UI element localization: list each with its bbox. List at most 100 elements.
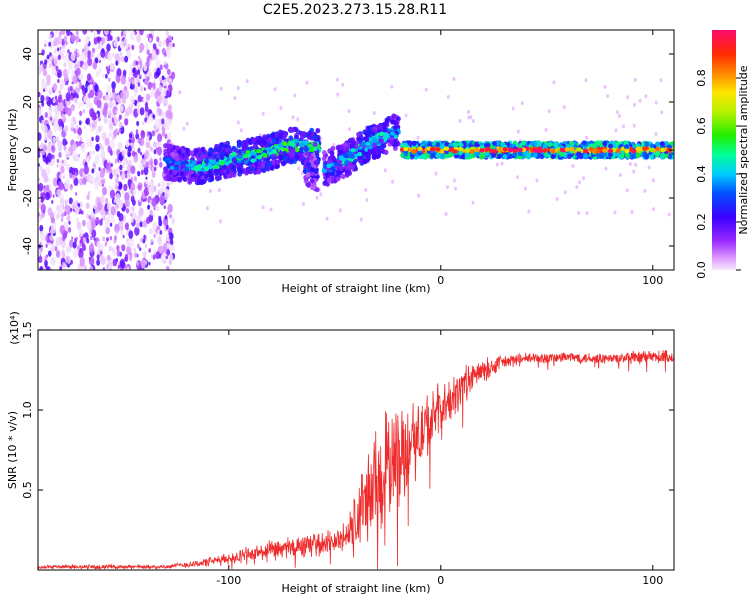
spectrogram-dot (165, 255, 168, 260)
spectrogram-dot (104, 94, 109, 101)
spectrogram-dot (341, 82, 345, 87)
spectrogram-dot (136, 34, 142, 43)
spectrogram-dot (157, 133, 163, 143)
spectrogram-dot (153, 206, 156, 211)
spectrogram-dot (139, 198, 142, 203)
spectrogram-dot (133, 176, 137, 181)
spectrogram-dot (59, 225, 65, 235)
spectrogram-dot (71, 70, 75, 76)
spectrogram-dot (128, 206, 133, 215)
spectrogram-dot (326, 159, 332, 165)
spectrogram-dot (165, 224, 169, 230)
spectrogram-dot (115, 110, 118, 114)
spectrogram-dot (106, 43, 111, 52)
spectrogram-dot (163, 216, 169, 226)
spectrogram-dot (71, 236, 74, 240)
spectrogram-dot (96, 113, 99, 118)
spectrogram-dot (130, 165, 136, 175)
spectrogram-dot (86, 194, 90, 201)
spectrogram-dot (523, 186, 527, 191)
spectrogram-dot (120, 226, 124, 231)
spectrogram-dot (107, 118, 111, 125)
spectrogram-dot (38, 182, 44, 192)
spectrogram-dot (117, 142, 123, 150)
spectrogram-dot (237, 168, 243, 174)
spectrogram-dot (92, 61, 98, 70)
spectrogram-dot (357, 151, 363, 157)
spectrogram-dot (140, 159, 144, 165)
spectrogram-dot (40, 192, 46, 201)
spectrogram-dot (303, 147, 309, 153)
spectrogram-dot (252, 143, 258, 149)
spectrogram-dot (511, 106, 515, 111)
spectrogram-dot (161, 118, 165, 125)
spectrogram-dot (128, 76, 131, 82)
spectrogram-dot (326, 177, 332, 183)
spectrogram-dot (633, 102, 636, 107)
spectrogram-dot (132, 189, 135, 194)
spectrogram-dot (80, 100, 85, 107)
spectrogram-dot (261, 111, 265, 116)
spectrogram-dot (52, 194, 55, 198)
spectrogram-dot (312, 135, 318, 141)
spectrogram-dot (350, 139, 356, 145)
spectrogram-dot (70, 207, 73, 212)
spectrogram-dot (65, 255, 70, 262)
spectrogram-dot (434, 171, 438, 176)
spectrogram-dot (113, 40, 118, 48)
spectrogram-dot (91, 229, 97, 238)
spectrogram-dot (72, 116, 76, 122)
spectrogram-dot (94, 181, 100, 190)
spectrogram-dot (160, 180, 166, 189)
spectrogram-dot (111, 81, 116, 90)
spectrogram-dot (313, 160, 319, 166)
spectrogram-dot (296, 117, 300, 122)
spectrogram-dot (275, 163, 281, 169)
spectrogram-dot (219, 154, 225, 161)
spectrogram-dot (604, 166, 608, 171)
spectrogram-dot (282, 150, 288, 157)
spectrogram-dot (40, 94, 45, 103)
spectrogram-dot (155, 251, 161, 260)
spectrogram-dot (65, 245, 71, 254)
spectrogram-dot (257, 161, 262, 167)
spectrogram-dot (125, 140, 129, 148)
spectrogram-dot (379, 144, 385, 150)
spectrogram-dot (325, 181, 330, 187)
spectrogram-dot (42, 78, 45, 83)
spectrogram-dot (60, 217, 64, 222)
spectrogram-dot (130, 182, 136, 191)
spectrogram-dot (243, 153, 249, 159)
spectrogram-dot (124, 118, 129, 126)
spectrogram-dot (120, 56, 125, 62)
spectrogram-dot (104, 217, 110, 226)
spectrogram-dot (123, 30, 127, 35)
spectrogram-dot (167, 104, 172, 112)
spectrogram-dot (72, 92, 76, 99)
spectrogram-dot (151, 167, 154, 171)
spectrogram-dot (149, 37, 152, 42)
spectrogram-dot (654, 100, 658, 105)
spectrogram-dot (552, 80, 556, 85)
spectrogram-dot (372, 153, 377, 159)
spectrogram-dot (40, 142, 44, 148)
spectrogram-dot (147, 204, 151, 210)
spectrogram-dot (364, 136, 370, 142)
spectrogram-dot (115, 60, 119, 66)
spectrogram-dot (214, 168, 220, 174)
spectrogram-dot (122, 234, 125, 239)
spectrogram-dot (282, 132, 288, 138)
spectrogram-dot (130, 31, 136, 41)
spectrogram-dot (59, 173, 63, 180)
spectrogram-dot (101, 213, 104, 219)
spectrogram-dot (48, 250, 52, 257)
spectrogram-dot (299, 142, 305, 147)
spectrogram-dot (54, 113, 59, 120)
spectrogram-dot (103, 102, 109, 111)
spectrogram-dot (169, 151, 175, 157)
spectrogram-dot (97, 175, 101, 181)
spectrogram-dot (130, 217, 134, 223)
spectrogram-dot (169, 78, 172, 84)
spectrogram-dot (42, 68, 48, 77)
